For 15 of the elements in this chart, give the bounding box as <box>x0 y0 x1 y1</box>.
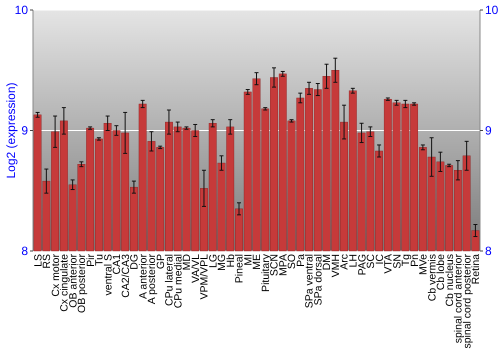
y-tick-label: 10 <box>14 3 28 18</box>
x-tick-label: LG <box>207 254 220 268</box>
y-axis-title: Log2 (expression) <box>4 82 18 179</box>
x-tick-label: LH <box>347 254 360 268</box>
x-tick-label: SPa dorsal <box>312 254 324 306</box>
x-tick-label: Tg <box>400 254 412 266</box>
y2-tick-label: 10 <box>485 3 499 18</box>
y-tick-label: 9 <box>21 124 28 138</box>
x-tick-label: OB posterior <box>76 254 88 313</box>
y2-tick-label: 8 <box>485 244 492 258</box>
x-tick-label: DG <box>128 254 141 270</box>
y2-tick-label: 9 <box>485 124 492 138</box>
x-tick-label: A posterior <box>146 254 158 304</box>
x-tick-label: RS <box>41 254 54 269</box>
y-tick-label: 8 <box>21 244 28 258</box>
